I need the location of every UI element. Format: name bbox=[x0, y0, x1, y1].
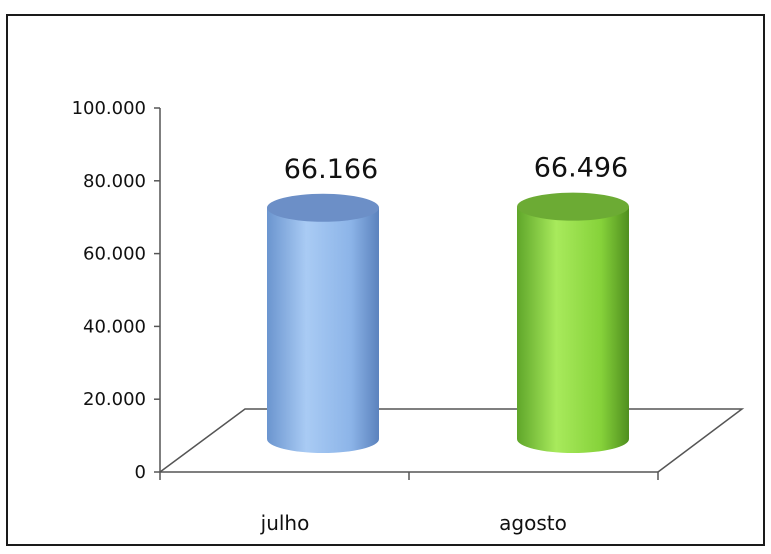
floor-outline bbox=[159, 408, 745, 473]
y-tick-label: 60.000 bbox=[83, 244, 146, 265]
bar-top bbox=[517, 192, 629, 221]
y-tick-label: 80.000 bbox=[83, 171, 146, 192]
bar-body bbox=[267, 207, 379, 453]
y-tick-label: 40.000 bbox=[83, 316, 146, 337]
bar-top bbox=[267, 193, 379, 222]
y-tick-label: 20.000 bbox=[83, 389, 146, 410]
x-tick-label: agosto bbox=[499, 511, 567, 535]
y-tick-label: 0 bbox=[135, 462, 146, 483]
data-label: 66.166 bbox=[284, 154, 378, 185]
y-tick-label: 100.000 bbox=[72, 98, 146, 119]
bar-agosto bbox=[517, 192, 629, 453]
chart-frame bbox=[6, 14, 765, 546]
x-tick-label: julho bbox=[260, 511, 310, 535]
data-label: 66.496 bbox=[534, 153, 628, 184]
bar-body bbox=[517, 206, 629, 453]
bar-julho bbox=[267, 193, 379, 453]
